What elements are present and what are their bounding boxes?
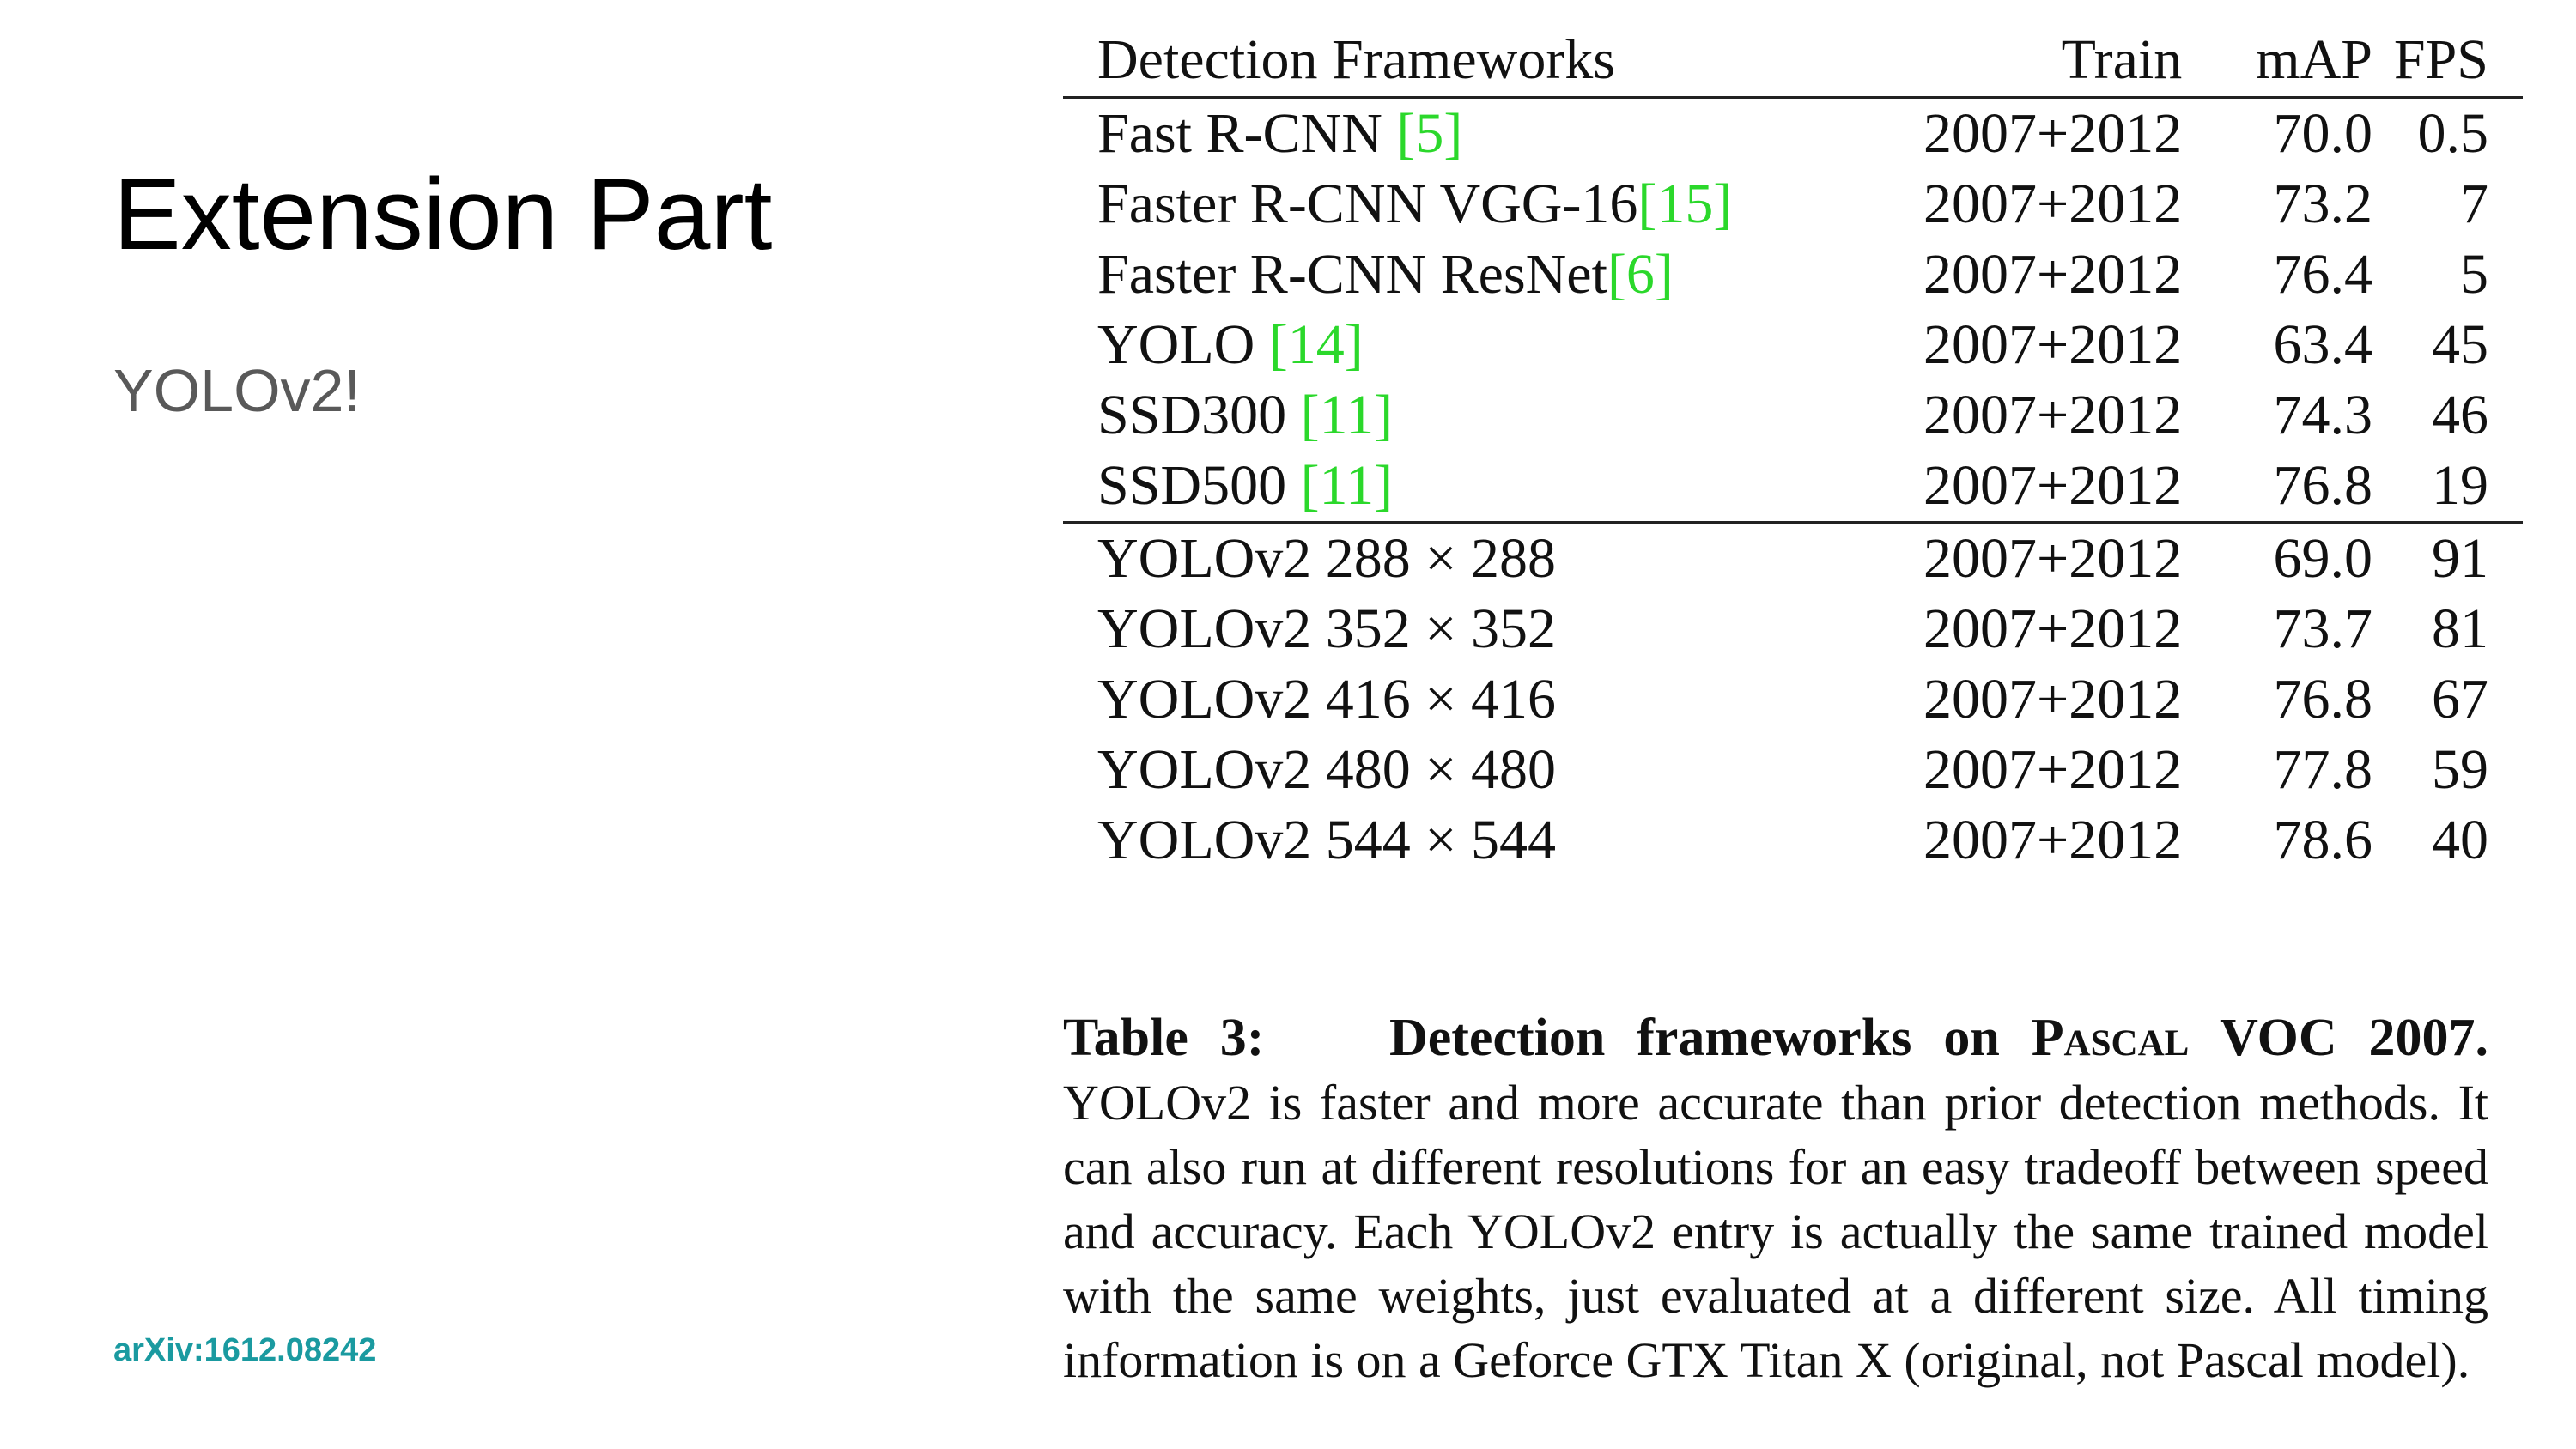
map-cell: 78.6	[2273, 809, 2372, 871]
train-cell: 2007+2012	[1923, 454, 2183, 517]
table-row: YOLOv2 352 × 352 2007+2012 73.7 81	[1063, 594, 2523, 664]
header-map: mAP	[2256, 28, 2372, 91]
framework-name: SSD300	[1097, 384, 1301, 446]
map-cell: 76.8	[2273, 454, 2372, 517]
fps-cell: 91	[2372, 521, 2523, 594]
caption-heading-pre: Detection frameworks on	[1388, 1009, 2032, 1067]
framework-name: Fast R-CNN	[1097, 102, 1397, 165]
fps-cell: 40	[2432, 809, 2488, 871]
caption-heading-post: VOC 2007.	[2189, 1009, 2489, 1067]
map-cell: 63.4	[2273, 313, 2372, 376]
table-row: YOLOv2 480 × 480 2007+2012 77.8 59	[1063, 735, 2523, 805]
fps-cell: 5	[2460, 243, 2488, 306]
table-row: YOLOv2 288 × 288 2007+2012 69.0 91	[1063, 521, 2523, 594]
framework-name: Faster R-CNN VGG-16	[1097, 173, 1638, 235]
train-cell: 2007+2012	[1923, 173, 2183, 235]
results-table-figure: Detection Frameworks Train mAP FPS Fast …	[1063, 24, 2523, 1392]
train-cell: 2007+2012	[1825, 521, 2183, 594]
reference-link[interactable]: [6]	[1607, 243, 1674, 306]
map-cell: 77.8	[2273, 738, 2372, 801]
table-row: YOLOv2 416 × 416 2007+2012 76.8 67	[1063, 664, 2523, 735]
reference-link[interactable]: [11]	[1300, 384, 1394, 446]
map-cell: 69.0	[2182, 521, 2372, 594]
framework-cell: Fast R-CNN [5]	[1063, 96, 1826, 169]
header-train: Train	[2061, 28, 2183, 91]
reference-link[interactable]: [5]	[1396, 102, 1463, 165]
fps-cell: 46	[2432, 384, 2488, 446]
fps-cell: 59	[2432, 738, 2488, 801]
framework-cell: YOLO [14]	[1063, 310, 1825, 380]
fps-cell: 19	[2432, 454, 2488, 517]
map-cell: 74.3	[2273, 384, 2372, 446]
reference-link[interactable]: [14]	[1268, 313, 1364, 376]
table-row: SSD500 [11] 2007+2012 76.8 19	[1063, 451, 2523, 523]
framework-cell: SSD300 [11]	[1063, 380, 1825, 451]
fps-cell: 0.5	[2372, 96, 2523, 169]
framework-cell: YOLOv2 288 × 288	[1063, 521, 1826, 594]
caption-body: YOLOv2 is faster and more accurate than …	[1063, 1075, 2488, 1388]
map-cell: 73.7	[2273, 597, 2372, 660]
caption-heading-pascal: Pascal	[2031, 1009, 2190, 1067]
train-cell: 2007+2012	[1923, 243, 2183, 306]
table-row: YOLO [14] 2007+2012 63.4 45	[1063, 310, 2523, 380]
train-cell: 2007+2012	[1923, 597, 2183, 660]
train-cell: 2007+2012	[1923, 384, 2183, 446]
framework-cell: YOLOv2 416 × 416	[1097, 668, 1557, 731]
train-cell: 2007+2012	[1923, 313, 2183, 376]
reference-link[interactable]: [15]	[1637, 173, 1733, 235]
framework-cell: YOLOv2 480 × 480	[1097, 738, 1557, 801]
table-body: Fast R-CNN [5] 2007+2012 70.0 0.5 Faster R-C…	[1063, 96, 2523, 876]
train-cell: 2007+2012	[1825, 96, 2183, 169]
table-header-row: Detection Frameworks Train mAP FPS	[1063, 24, 2523, 98]
table-row: YOLOv2 544 × 544 2007+2012 78.6 40	[1063, 805, 2523, 876]
framework-cell: YOLOv2 352 × 352	[1097, 597, 1557, 660]
detection-results-table: Detection Frameworks Train mAP FPS Fast …	[1063, 24, 2523, 876]
train-cell: 2007+2012	[1923, 668, 2183, 731]
framework-cell: Faster R-CNN ResNet[6]	[1063, 239, 1825, 310]
header-framework: Detection Frameworks	[1097, 28, 1615, 91]
table-row: Faster R-CNN VGG-16[15] 2007+2012 73.2 7	[1063, 169, 2523, 239]
table-row: Fast R-CNN [5] 2007+2012 70.0 0.5	[1063, 96, 2523, 169]
map-cell: 76.4	[2273, 243, 2372, 306]
fps-cell: 45	[2432, 313, 2488, 376]
slide-title: Extension Part	[113, 158, 773, 271]
framework-name: Faster R-CNN ResNet	[1097, 243, 1607, 306]
table-row: SSD300 [11] 2007+2012 74.3 46	[1063, 380, 2523, 451]
map-cell: 76.8	[2273, 668, 2372, 731]
train-cell: 2007+2012	[1923, 738, 2183, 801]
caption-label: Table 3:	[1063, 1009, 1265, 1067]
framework-name: YOLO	[1097, 313, 1269, 376]
fps-cell: 7	[2460, 173, 2488, 235]
map-cell: 70.0	[2182, 96, 2372, 169]
fps-cell: 67	[2432, 668, 2488, 731]
framework-name: SSD500	[1097, 454, 1301, 517]
framework-cell: YOLOv2 544 × 544	[1097, 809, 1557, 871]
arxiv-citation: arXiv:1612.08242	[113, 1332, 377, 1368]
slide-subtitle: YOLOv2!	[113, 357, 361, 424]
table-row: Faster R-CNN ResNet[6] 2007+2012 76.4 5	[1063, 239, 2523, 310]
reference-link[interactable]: [11]	[1300, 454, 1394, 517]
header-fps: FPS	[2393, 28, 2488, 91]
map-cell: 73.2	[2273, 173, 2372, 235]
framework-cell: Faster R-CNN VGG-16[15]	[1063, 169, 1825, 239]
train-cell: 2007+2012	[1923, 809, 2183, 871]
table-caption: Table 3: Detection frameworks on Pascal …	[1063, 1006, 2488, 1392]
framework-cell: SSD500 [11]	[1063, 451, 1825, 523]
fps-cell: 81	[2432, 597, 2488, 660]
